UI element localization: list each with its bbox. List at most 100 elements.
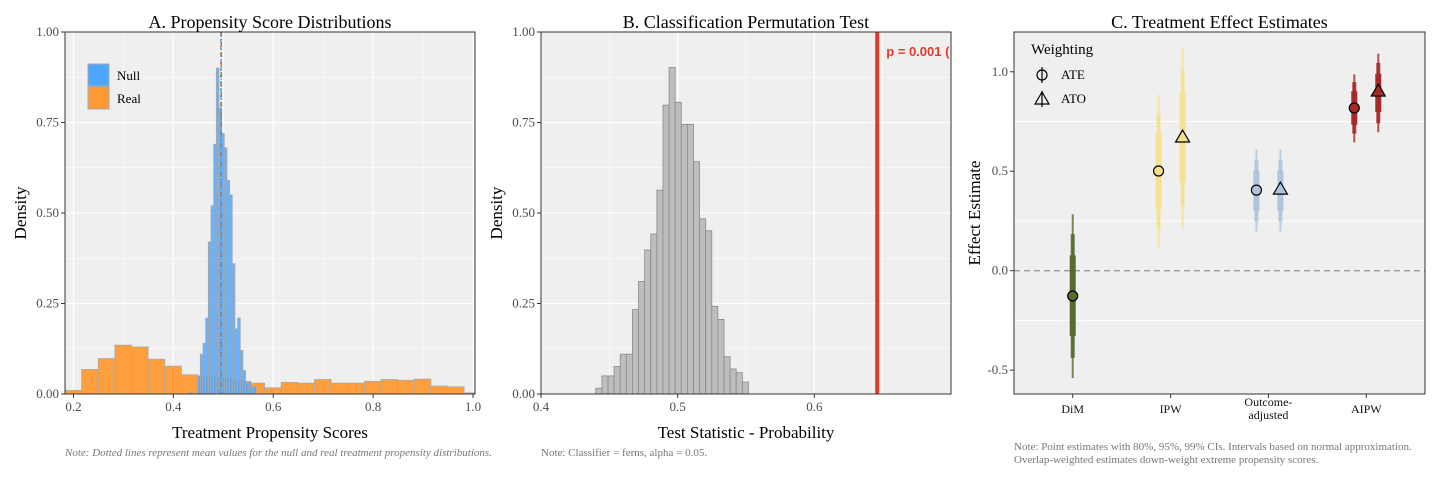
histogram-bar bbox=[607, 375, 615, 395]
category-label: DiM bbox=[1061, 402, 1084, 416]
category-label: IPW bbox=[1160, 402, 1183, 416]
y-tick-label: 0.25 bbox=[512, 296, 535, 311]
y-tick-label: 0.75 bbox=[512, 115, 535, 130]
x-tick-label: 0.6 bbox=[265, 399, 282, 414]
x-tick-label: 0.4 bbox=[533, 399, 550, 414]
y-tick-label: 0.25 bbox=[36, 296, 59, 311]
y-axis-title: Density bbox=[11, 186, 30, 239]
histogram-bar bbox=[430, 385, 448, 395]
histogram-bar bbox=[347, 382, 365, 395]
panel-border bbox=[1013, 31, 1426, 395]
histogram-bar bbox=[131, 346, 149, 395]
legend-label-null: Null bbox=[117, 68, 141, 83]
estimate-aipw-ato bbox=[1370, 53, 1387, 133]
histogram-bar bbox=[253, 386, 257, 395]
histogram-bar bbox=[147, 358, 166, 395]
point-estimate-circle bbox=[1348, 102, 1360, 114]
y-tick-label: 1.00 bbox=[512, 24, 535, 39]
histogram-bar bbox=[711, 305, 719, 395]
y-tick-label: -0.5 bbox=[987, 362, 1008, 377]
y-tick-label: 0.00 bbox=[512, 386, 535, 401]
histogram-bar bbox=[64, 389, 83, 395]
histogram-bar bbox=[625, 353, 633, 395]
histogram-bar bbox=[447, 386, 465, 395]
histogram-bar bbox=[613, 366, 621, 395]
legend-label-ate: ATE bbox=[1061, 67, 1085, 82]
histogram-bar bbox=[280, 382, 299, 395]
x-axis-title: Treatment Propensity Scores bbox=[172, 423, 368, 442]
estimate-ipw-ate bbox=[1152, 94, 1165, 248]
x-tick-label: 0.8 bbox=[365, 399, 381, 414]
histogram-bar bbox=[314, 379, 332, 395]
x-tick-label: 1.0 bbox=[465, 399, 481, 414]
histogram-bar bbox=[81, 368, 99, 395]
histogram-bar bbox=[723, 356, 731, 395]
histogram-bar bbox=[644, 249, 652, 395]
x-tick-label: 0.5 bbox=[670, 399, 686, 414]
histogram-bar bbox=[97, 358, 116, 395]
panel-note: Note: Point estimates with 80%, 95%, 99%… bbox=[1014, 441, 1412, 453]
estimate-aipw-ate bbox=[1348, 74, 1360, 143]
legend-label-real: Real bbox=[117, 91, 141, 106]
histogram-bar bbox=[705, 230, 713, 395]
category-label: Outcome- bbox=[1244, 395, 1292, 409]
histogram-bar bbox=[686, 123, 694, 395]
category-label: adjusted bbox=[1248, 408, 1288, 422]
histogram-bar bbox=[693, 161, 700, 395]
y-axis-title: Effect Estimate bbox=[965, 161, 984, 266]
estimate-outcome-adjusted-ate bbox=[1250, 149, 1263, 232]
panel-title: A. Propensity Score Distributions bbox=[149, 12, 392, 32]
histogram-bar bbox=[413, 378, 432, 395]
point-estimate-circle bbox=[1250, 184, 1263, 196]
histogram-bar bbox=[380, 379, 398, 395]
histogram-bar bbox=[656, 189, 664, 395]
panel-note: Note: Dotted lines represent mean values… bbox=[64, 447, 492, 459]
y-axis-title: Density bbox=[487, 186, 506, 239]
x-tick-label: 0.6 bbox=[806, 399, 823, 414]
panel-title: B. Classification Permutation Test bbox=[623, 12, 869, 32]
triangle-icon bbox=[1033, 90, 1051, 105]
legend-label-ato: ATO bbox=[1061, 91, 1086, 106]
histogram-bar bbox=[735, 372, 743, 395]
histogram-bar bbox=[741, 381, 749, 395]
x-tick-label: 0.2 bbox=[65, 399, 81, 414]
legend-title: Weighting bbox=[1031, 42, 1094, 58]
histogram-bar bbox=[638, 281, 646, 395]
histogram-bar bbox=[297, 382, 315, 395]
panel-title: C. Treatment Effect Estimates bbox=[1111, 12, 1328, 32]
panel-note: Note: Classifier = ferns, alpha = 0.05. bbox=[541, 447, 707, 459]
estimate-outcome-adjusted-ato bbox=[1272, 149, 1289, 232]
y-tick-label: 1.00 bbox=[36, 24, 59, 39]
histogram-bar bbox=[619, 353, 627, 395]
point-estimate-triangle bbox=[1174, 128, 1191, 143]
panel-C: DiM IPW Outcome-adjusted AIPW Weighting ATE AT… bbox=[965, 12, 1426, 466]
y-tick-label: 0.00 bbox=[36, 386, 59, 401]
y-tick-label: 0.0 bbox=[992, 263, 1008, 278]
histogram-bar bbox=[674, 101, 682, 395]
legend-swatch-null bbox=[87, 63, 110, 87]
histogram-bar bbox=[181, 374, 199, 395]
histogram-bar bbox=[729, 368, 737, 395]
panel-A: 0.00 0.25 0.50 0.75 1.00 0.2 0.4 0.6 0.8 1.0 Null R… bbox=[11, 12, 492, 459]
panel-B: p = 0.001 (0.00 0.25 0.50 0.75 1.00 0.4 0.5 0.6… bbox=[487, 12, 952, 459]
histogram-bar bbox=[650, 233, 658, 395]
estimate-ipw-ato bbox=[1174, 48, 1191, 229]
histogram-bar bbox=[164, 365, 182, 395]
panel-note: Overlap-weighted estimates down-weight e… bbox=[1014, 454, 1318, 466]
category-label: AIPW bbox=[1351, 402, 1382, 416]
histogram-bar bbox=[114, 344, 132, 395]
y-tick-label: 0.50 bbox=[36, 205, 59, 220]
histogram-bar bbox=[595, 387, 603, 395]
histogram-bar bbox=[601, 375, 609, 395]
y-tick-label: 0.50 bbox=[512, 205, 535, 220]
point-estimate-triangle bbox=[1272, 180, 1289, 195]
histogram-bar bbox=[330, 382, 349, 395]
legend-swatch-real bbox=[87, 86, 110, 110]
x-tick-label: 0.4 bbox=[165, 399, 182, 414]
histogram-bar bbox=[632, 309, 639, 395]
histogram-bar bbox=[668, 67, 676, 395]
plot-background bbox=[1014, 32, 1425, 394]
point-estimate-circle bbox=[1067, 290, 1079, 302]
y-tick-label: 0.75 bbox=[36, 115, 59, 130]
